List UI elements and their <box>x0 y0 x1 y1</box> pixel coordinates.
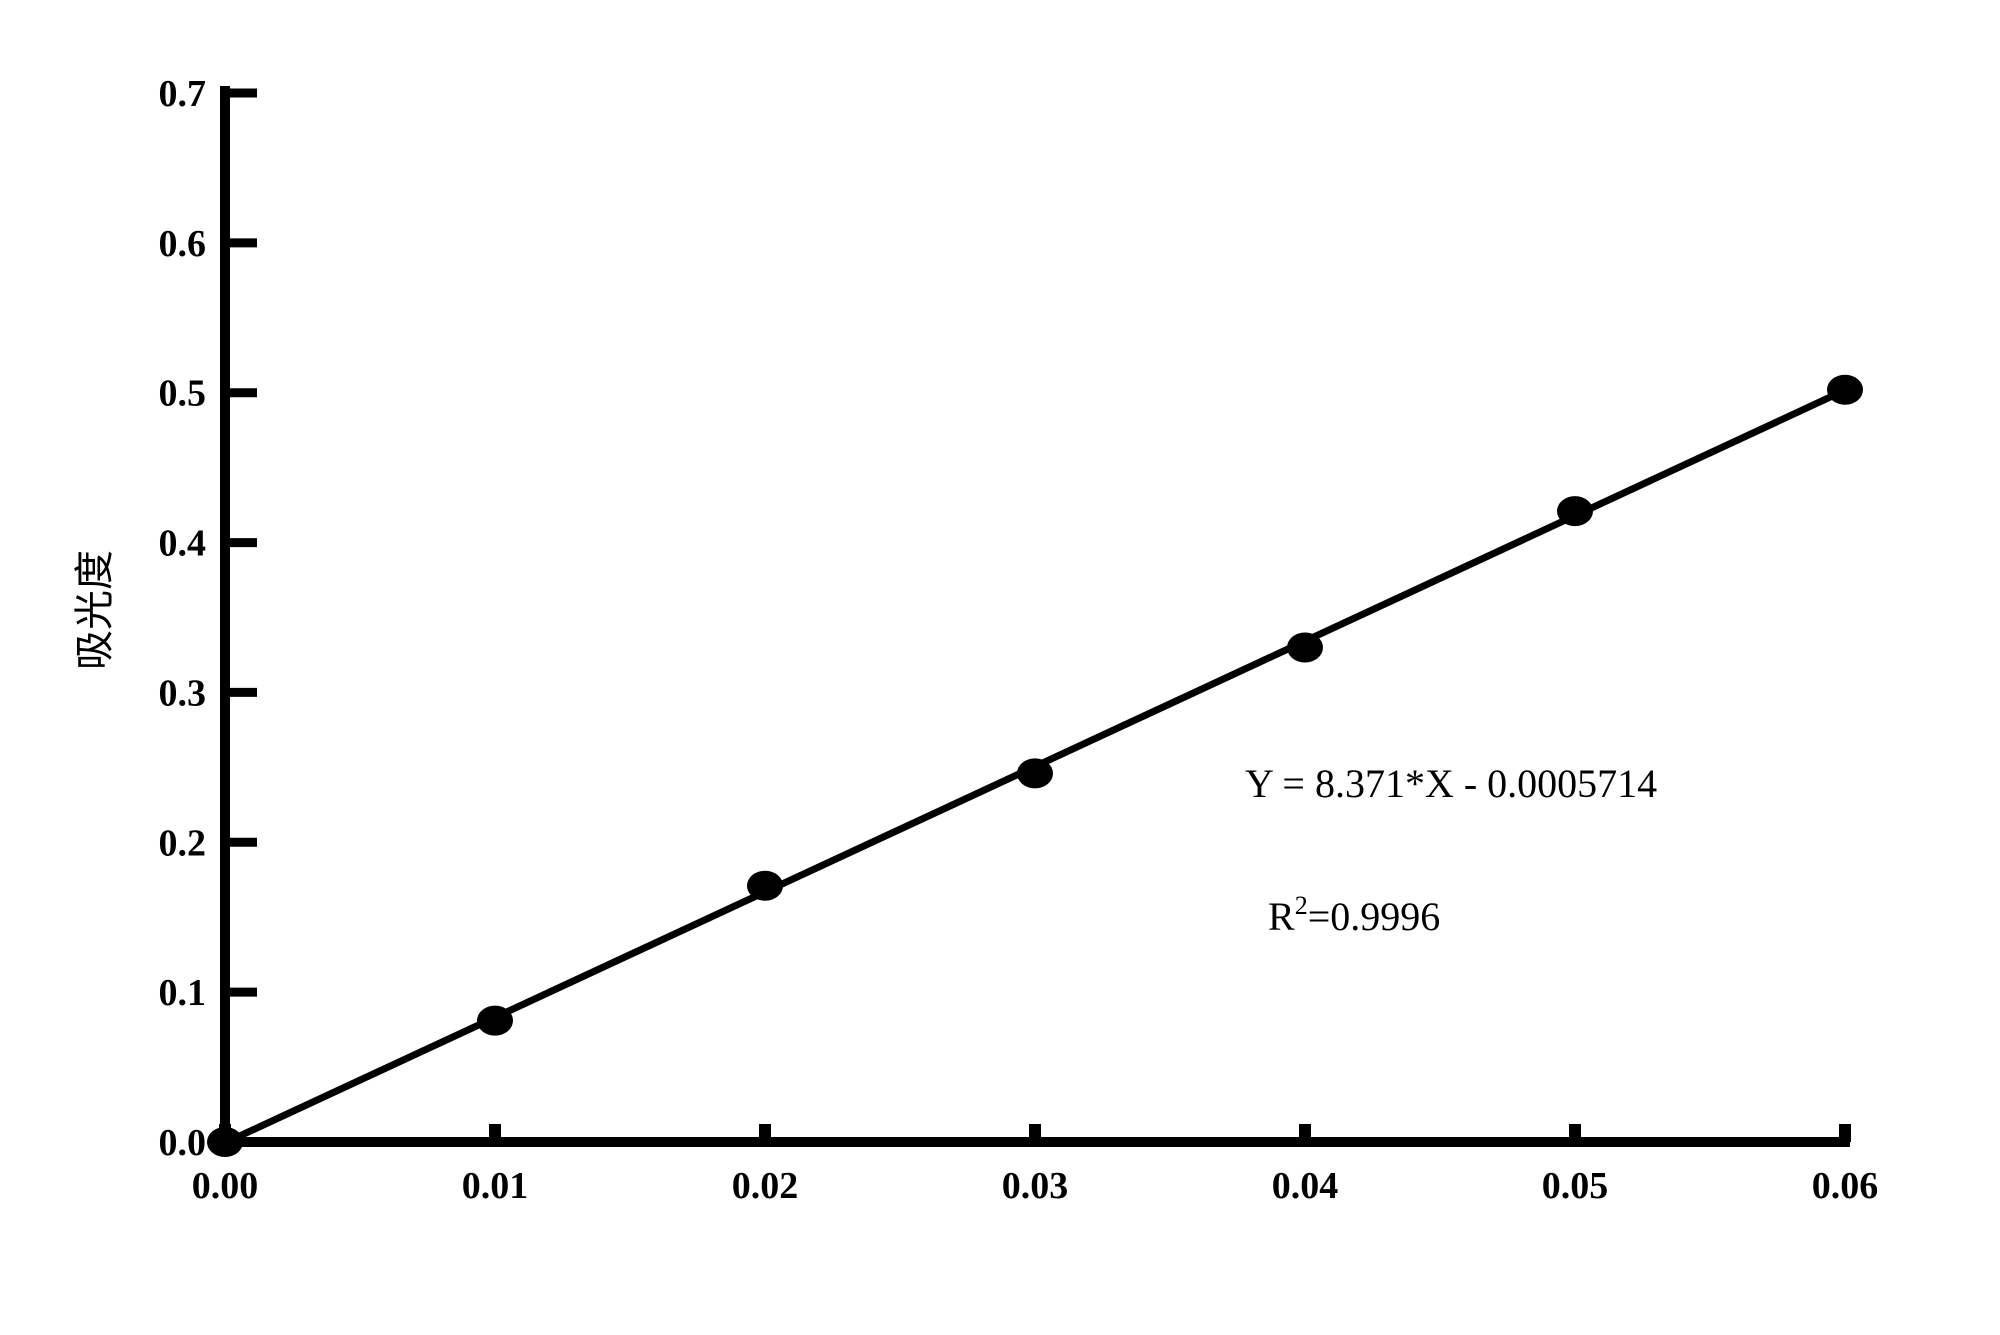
data-point <box>477 1005 513 1036</box>
y-tick-label: 0.1 <box>159 972 207 1014</box>
axes <box>220 86 1850 1152</box>
y-tick-label: 0.5 <box>159 373 207 415</box>
x-tick-label: 0.00 <box>192 1165 259 1207</box>
y-tick-label: 0.6 <box>159 223 207 265</box>
x-tick-label: 0.05 <box>1542 1165 1609 1207</box>
y-tick-label: 0.3 <box>159 672 207 714</box>
y-axis-label: 吸光度 <box>72 550 118 670</box>
data-point <box>747 870 783 901</box>
y-tick-label: 0.7 <box>159 73 207 115</box>
x-tick-label: 0.03 <box>1002 1165 1069 1207</box>
data-points <box>207 374 1863 1157</box>
data-point <box>1017 758 1053 789</box>
x-tick-label: 0.01 <box>462 1165 529 1207</box>
data-point <box>1557 496 1593 527</box>
y-tick-label: 0.4 <box>159 523 207 565</box>
r-squared-prefix: R <box>1268 894 1295 939</box>
r-squared-superscript: 2 <box>1295 891 1308 920</box>
y-tick-label: 0.2 <box>159 822 207 864</box>
data-point <box>1827 374 1863 405</box>
equation-annotation: Y = 8.371*X - 0.0005714 <box>1245 761 1657 806</box>
y-axis-ticks: 0.0 0.1 0.2 0.3 0.4 0.5 0.6 0.7 <box>159 73 257 1164</box>
x-tick-label: 0.04 <box>1272 1165 1339 1207</box>
data-point <box>1287 632 1323 663</box>
r-squared-value: =0.9996 <box>1308 894 1441 939</box>
data-point <box>207 1127 243 1157</box>
y-tick-label: 0.0 <box>159 1122 207 1164</box>
x-tick-label: 0.02 <box>732 1165 799 1207</box>
x-axis-ticks: 0.00 0.01 0.02 0.03 0.04 0.05 0.06 <box>192 1124 1879 1207</box>
r-squared-annotation: R2=0.9996 <box>1268 891 1440 939</box>
x-tick-label: 0.06 <box>1812 1165 1879 1207</box>
